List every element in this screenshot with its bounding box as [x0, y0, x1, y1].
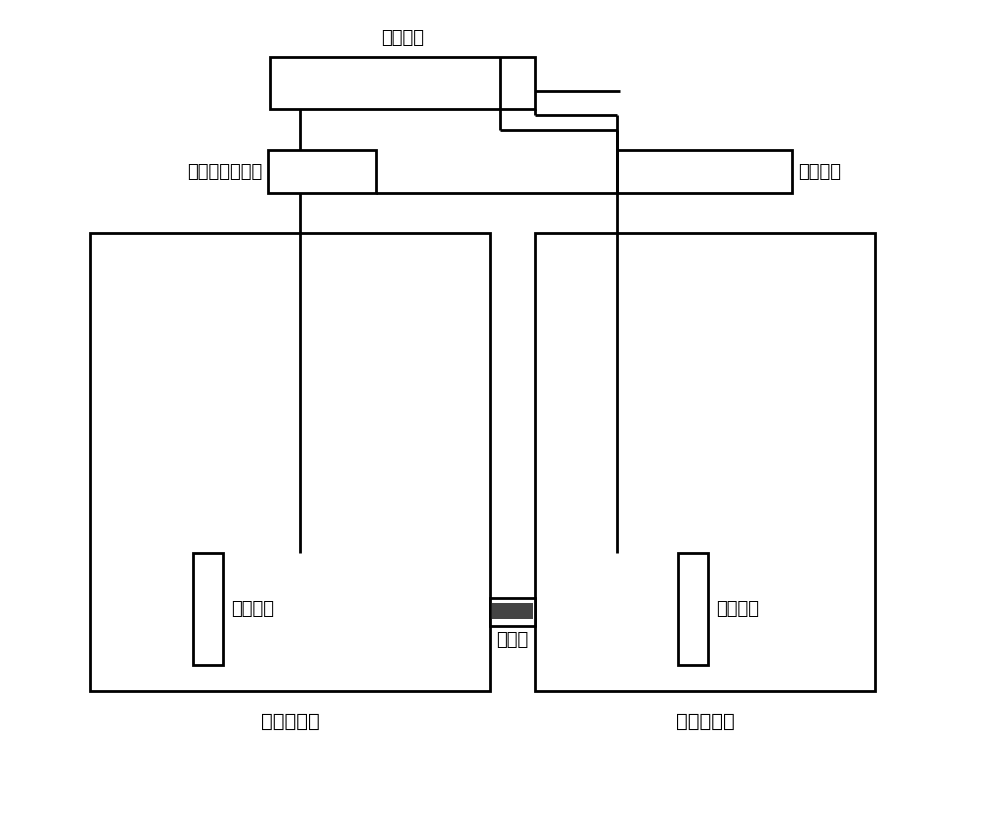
Bar — [492, 603, 533, 619]
Bar — [678, 553, 708, 665]
Text: 直流电源: 直流电源 — [381, 29, 424, 47]
Text: 检测仪表: 检测仪表 — [798, 163, 841, 181]
Bar — [90, 233, 490, 691]
Text: 负极电极: 负极电极 — [716, 600, 759, 618]
Bar — [490, 598, 535, 626]
Bar — [617, 150, 792, 193]
Bar — [193, 553, 223, 665]
Bar — [535, 233, 875, 691]
Bar — [268, 150, 376, 193]
Text: 正极电极: 正极电极 — [231, 600, 274, 618]
Text: 第一导电池: 第一导电池 — [261, 711, 319, 730]
Text: 微通道: 微通道 — [496, 631, 529, 649]
Bar — [270, 57, 535, 109]
Text: 第二导电池: 第二导电池 — [676, 711, 734, 730]
Text: 电源输出控制器: 电源输出控制器 — [187, 163, 262, 181]
